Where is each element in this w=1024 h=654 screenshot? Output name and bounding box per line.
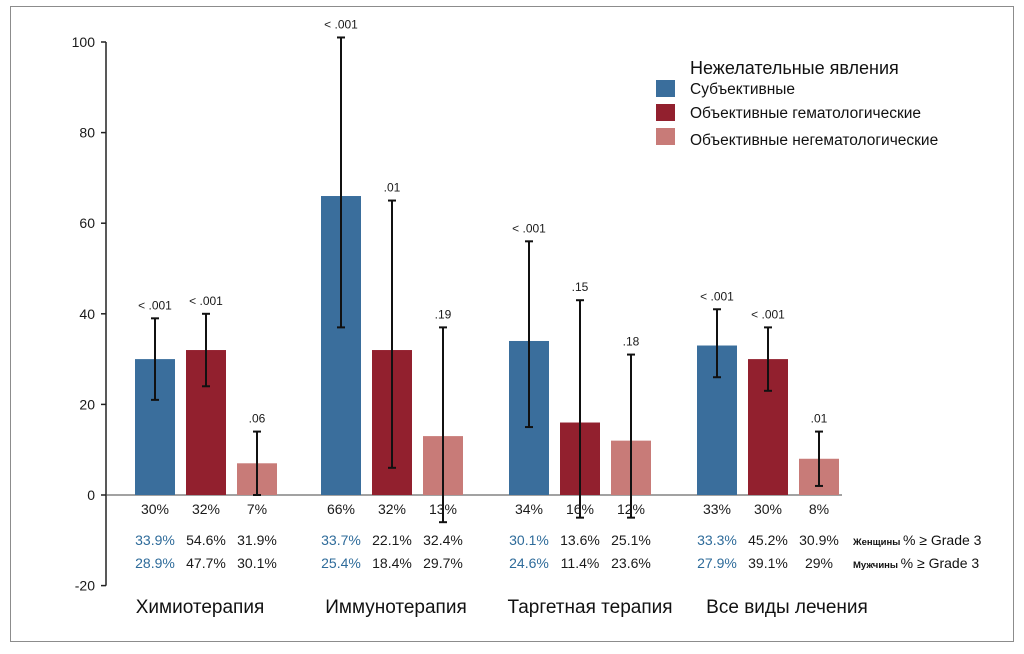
women-grade3-value: 22.1% bbox=[372, 532, 412, 548]
p-value-label: < .001 bbox=[512, 221, 546, 235]
p-value-label: < .001 bbox=[189, 294, 223, 308]
y-tick-label: 40 bbox=[79, 306, 95, 322]
legend-title: Нежелательные явления bbox=[690, 58, 899, 78]
value-label: 30% bbox=[141, 501, 169, 517]
women-grade3-value: 45.2% bbox=[748, 532, 788, 548]
women-grade3-value: 30.1% bbox=[509, 532, 549, 548]
value-label: 8% bbox=[809, 501, 829, 517]
p-value-label: < .001 bbox=[751, 307, 785, 321]
category-label: Таргетная терапия bbox=[507, 597, 672, 618]
women-grade3-value: 33.9% bbox=[135, 532, 175, 548]
women-grade3-value: 33.3% bbox=[697, 532, 737, 548]
women-grade3-value: 54.6% bbox=[186, 532, 226, 548]
legend-swatch bbox=[656, 104, 675, 121]
value-label: 32% bbox=[378, 501, 406, 517]
men-grade3-value: 29% bbox=[805, 555, 833, 571]
value-label: 7% bbox=[247, 501, 267, 517]
women-grade3-value: 30.9% bbox=[799, 532, 839, 548]
men-grade3-value: 18.4% bbox=[372, 555, 412, 571]
women-row-label: Женщины % ≥ Grade 3 bbox=[852, 532, 982, 548]
p-value-label: .06 bbox=[249, 412, 266, 426]
p-value-label: < .001 bbox=[324, 17, 358, 31]
y-tick-label: 0 bbox=[87, 487, 95, 503]
legend-swatch bbox=[656, 128, 675, 145]
women-grade3-value: 33.7% bbox=[321, 532, 361, 548]
y-tick-label: -20 bbox=[75, 578, 95, 594]
p-value-label: < .001 bbox=[138, 298, 172, 312]
women-grade3-value: 25.1% bbox=[611, 532, 651, 548]
value-label: 34% bbox=[515, 501, 543, 517]
value-label: 30% bbox=[754, 501, 782, 517]
category-label: Химиотерапия bbox=[136, 597, 265, 618]
chart-frame bbox=[10, 6, 1014, 642]
legend-label: Объективные гематологические bbox=[690, 105, 921, 122]
p-value-label: .01 bbox=[811, 412, 828, 426]
category-label: Иммунотерапия bbox=[325, 597, 467, 618]
value-label: 12% bbox=[617, 501, 645, 517]
legend-swatch bbox=[656, 80, 675, 97]
men-grade3-value: 28.9% bbox=[135, 555, 175, 571]
women-grade3-value: 13.6% bbox=[560, 532, 600, 548]
p-value-label: .19 bbox=[435, 307, 452, 321]
value-label: 32% bbox=[192, 501, 220, 517]
men-row-label: Мужчины % ≥ Grade 3 bbox=[853, 555, 979, 571]
men-grade3-value: 39.1% bbox=[748, 555, 788, 571]
men-grade3-value: 30.1% bbox=[237, 555, 277, 571]
men-grade3-value: 11.4% bbox=[561, 555, 600, 571]
men-grade3-value: 25.4% bbox=[321, 555, 361, 571]
y-tick-label: 80 bbox=[79, 125, 95, 141]
y-tick-label: 100 bbox=[72, 34, 96, 50]
men-grade3-value: 27.9% bbox=[697, 555, 737, 571]
category-label: Все виды лечения bbox=[706, 597, 868, 618]
value-label: 66% bbox=[327, 501, 355, 517]
p-value-label: .01 bbox=[384, 181, 401, 195]
legend-label: Субъективные bbox=[690, 81, 795, 98]
women-grade3-value: 32.4% bbox=[423, 532, 463, 548]
value-label: 13% bbox=[429, 501, 457, 517]
value-label: 16% bbox=[566, 501, 594, 517]
p-value-label: .15 bbox=[572, 280, 589, 294]
men-grade3-value: 23.6% bbox=[611, 555, 651, 571]
p-value-label: < .001 bbox=[700, 289, 734, 303]
men-grade3-value: 29.7% bbox=[423, 555, 463, 571]
men-grade3-value: 24.6% bbox=[509, 555, 549, 571]
y-tick-label: 60 bbox=[79, 215, 95, 231]
p-value-label: .18 bbox=[623, 335, 640, 349]
legend-label: Объективные негематологические bbox=[690, 132, 938, 149]
men-grade3-value: 47.7% bbox=[186, 555, 226, 571]
value-label: 33% bbox=[703, 501, 731, 517]
women-grade3-value: 31.9% bbox=[237, 532, 277, 548]
y-tick-label: 20 bbox=[79, 396, 95, 412]
